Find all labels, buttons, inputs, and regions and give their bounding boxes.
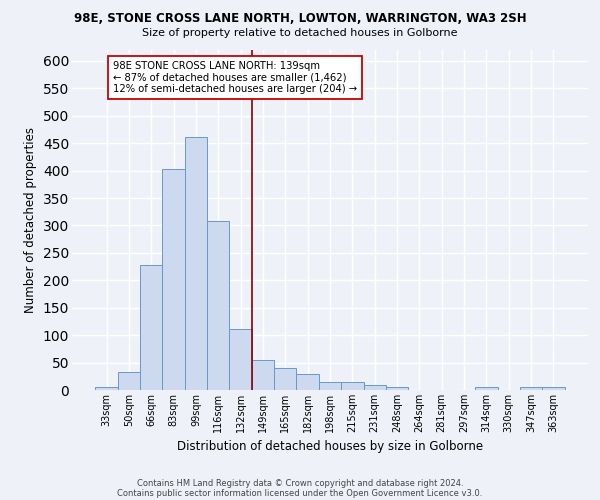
Text: Contains public sector information licensed under the Open Government Licence v3: Contains public sector information licen…: [118, 488, 482, 498]
X-axis label: Distribution of detached houses by size in Golborne: Distribution of detached houses by size …: [177, 440, 483, 454]
Bar: [364, 384, 386, 390]
Bar: [252, 360, 274, 390]
Bar: [95, 388, 118, 390]
Y-axis label: Number of detached properties: Number of detached properties: [24, 127, 37, 313]
Bar: [319, 382, 341, 390]
Bar: [229, 329, 252, 390]
Bar: [296, 374, 319, 390]
Text: Size of property relative to detached houses in Golborne: Size of property relative to detached ho…: [142, 28, 458, 38]
Bar: [475, 388, 497, 390]
Text: Contains HM Land Registry data © Crown copyright and database right 2024.: Contains HM Land Registry data © Crown c…: [137, 478, 463, 488]
Bar: [163, 169, 185, 390]
Bar: [185, 136, 207, 390]
Text: 98E, STONE CROSS LANE NORTH, LOWTON, WARRINGTON, WA3 2SH: 98E, STONE CROSS LANE NORTH, LOWTON, WAR…: [74, 12, 526, 26]
Bar: [118, 372, 140, 390]
Bar: [207, 221, 229, 390]
Text: 98E STONE CROSS LANE NORTH: 139sqm
← 87% of detached houses are smaller (1,462)
: 98E STONE CROSS LANE NORTH: 139sqm ← 87%…: [113, 61, 358, 94]
Bar: [274, 368, 296, 390]
Bar: [140, 265, 163, 390]
Bar: [542, 388, 565, 390]
Bar: [341, 382, 364, 390]
Bar: [386, 388, 408, 390]
Bar: [520, 388, 542, 390]
